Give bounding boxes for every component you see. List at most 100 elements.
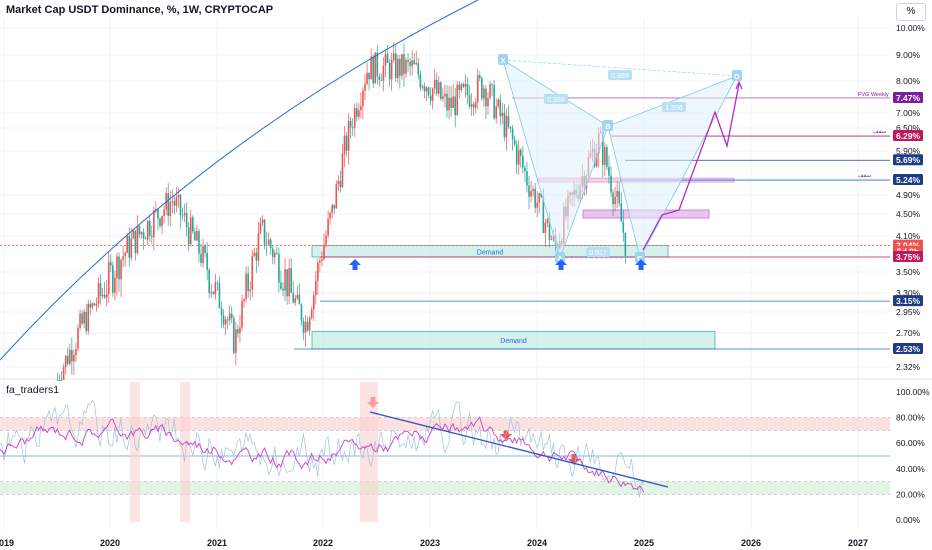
harmonic-point-label: B (605, 122, 611, 131)
candle-body (107, 262, 110, 295)
candle-body (362, 90, 364, 107)
candle-body (409, 61, 411, 67)
candle-body (179, 194, 182, 216)
candle-body (75, 348, 77, 356)
candle-body (413, 60, 415, 65)
candle-body (546, 218, 549, 223)
candle-body (157, 209, 159, 219)
candle-body (431, 88, 434, 101)
y-axis-tick: 4.10% (896, 231, 921, 241)
ratio-label: 0.869 (611, 73, 629, 80)
candle-body (237, 329, 239, 334)
x-axis-tick: 2023 (420, 538, 440, 548)
candle-body (210, 291, 213, 294)
price-tag-label: 5.24% (896, 175, 921, 185)
candle-body (161, 215, 163, 226)
candle-body (114, 277, 116, 293)
candle-body (259, 222, 262, 234)
candle-body (384, 54, 387, 67)
candle-body (181, 215, 184, 217)
candle-body (366, 72, 368, 84)
candle-body (153, 210, 155, 238)
candle-body (317, 262, 319, 281)
candle-body (606, 147, 608, 168)
candle-body (66, 355, 69, 364)
harmonic-point-label: X (500, 56, 505, 65)
candle-body (187, 226, 190, 245)
candle-body (99, 283, 102, 297)
candle-body (159, 218, 161, 226)
candle-body (290, 268, 292, 293)
y-axis-tick: 3.50% (896, 267, 921, 277)
candle-body (255, 252, 258, 261)
indicator-title: fa_traders1 (6, 384, 60, 396)
candle-body (403, 54, 405, 74)
candle-body (602, 131, 604, 165)
candle-body (93, 303, 96, 306)
candle-body (374, 52, 377, 84)
candle-body (140, 232, 143, 235)
candle-body (392, 53, 395, 61)
candle-body (454, 96, 456, 116)
candle-body (522, 155, 524, 168)
harmonic-point-badge (635, 252, 645, 263)
candle-body (60, 380, 63, 381)
candle-body (95, 303, 98, 306)
y-axis-tick: 2.95% (896, 307, 921, 317)
candle-body (269, 239, 272, 249)
candle-body (146, 220, 149, 240)
unit-button[interactable]: % (896, 3, 926, 21)
y-axis-tick: 7.00% (896, 108, 921, 118)
price-tag-label: 6.29% (896, 131, 921, 141)
candle-body (466, 83, 469, 96)
candle-body (433, 79, 436, 89)
candle-body (538, 193, 541, 203)
candle-body (310, 309, 313, 318)
candle-body (228, 313, 231, 321)
candle-body (509, 126, 512, 129)
candle-body (249, 289, 251, 292)
candle-body (312, 295, 315, 310)
candle-body (528, 185, 530, 197)
candle-body (368, 72, 370, 80)
level-label: سقف (873, 129, 886, 135)
candle-body (126, 235, 128, 253)
candle-body (345, 135, 348, 151)
ratio-badge (662, 102, 686, 112)
candle-body (97, 283, 100, 304)
y-axis-tick: 6.50% (896, 123, 921, 133)
candle-body (87, 303, 90, 332)
candle-body (202, 246, 204, 263)
x-axis-tick: 2024 (527, 538, 547, 548)
candle-body (356, 108, 358, 117)
indicator-y-tick: 20.00% (896, 489, 925, 499)
x-axis-tick: 2020 (100, 538, 120, 548)
ratio-badge (544, 94, 568, 104)
candle-body (239, 327, 241, 334)
candle-body (261, 219, 264, 223)
price-tag (893, 174, 923, 186)
candle-body (604, 147, 606, 165)
candle-body (304, 321, 307, 333)
candle-body (440, 82, 442, 100)
candle-body (472, 104, 475, 108)
price-tag-label: 3.75% (896, 252, 921, 262)
candle-body (394, 53, 397, 79)
candle-body (163, 209, 165, 216)
candle-body (351, 127, 354, 129)
projection-path (642, 83, 740, 251)
candle-body (491, 84, 493, 86)
candle-body (530, 191, 532, 197)
candle-body (442, 96, 444, 100)
candle-body (243, 299, 245, 302)
candle-body (423, 86, 426, 92)
candle-body (532, 188, 534, 192)
candle-body (405, 59, 407, 74)
harmonic-xd (502, 59, 738, 77)
candle-body (218, 283, 221, 309)
candle-body (315, 280, 317, 296)
harmonic-point-badge (732, 70, 742, 81)
candle-body (151, 235, 153, 238)
candle-body (83, 311, 85, 324)
